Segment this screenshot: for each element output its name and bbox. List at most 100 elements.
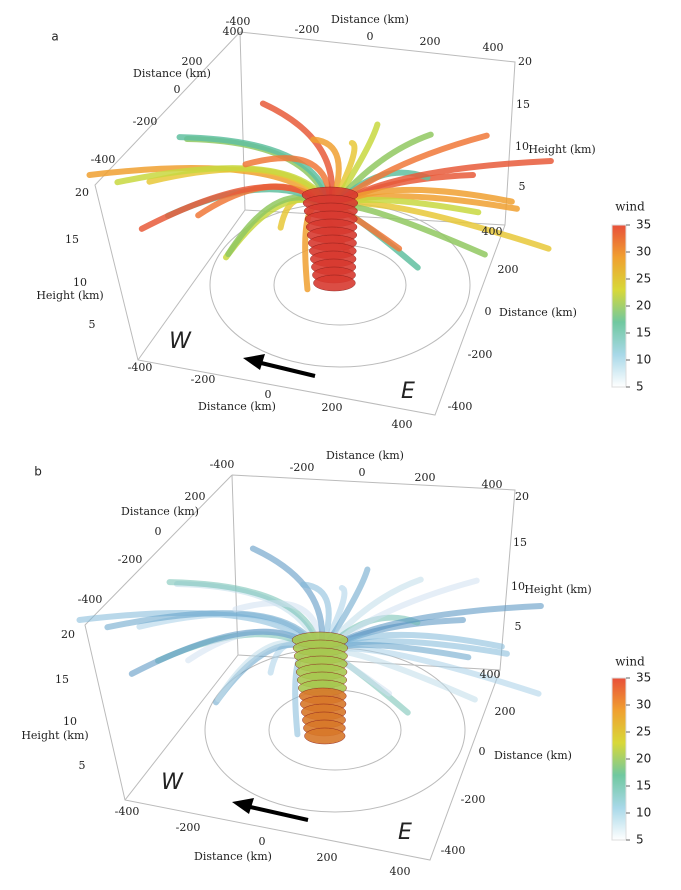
tick-label: 400 — [482, 225, 503, 238]
colorbar-tick-label: 10 — [636, 353, 651, 367]
axis-title: Height (km) — [21, 729, 88, 742]
colorbar-tick-label: 25 — [636, 725, 651, 739]
tick-label: 200 — [420, 35, 441, 48]
motion-arrow-head — [243, 354, 265, 370]
tick-label: 400 — [483, 41, 504, 54]
colorbar-tick-label: 15 — [636, 779, 651, 793]
tick-label: 0 — [359, 466, 366, 479]
colorbar-tick-label: 15 — [636, 326, 651, 340]
tick-label: 400 — [390, 865, 411, 878]
tick-label: -400 — [210, 458, 235, 471]
colorbar-title: wind — [615, 200, 645, 214]
vortex-core — [313, 274, 356, 292]
tick-label: -400 — [448, 400, 473, 413]
tick-label: 10 — [515, 140, 529, 153]
colorbar-tick-label: 20 — [636, 299, 651, 313]
tick-label: 20 — [75, 186, 89, 199]
axis-title: Height (km) — [524, 583, 591, 596]
motion-arrow — [245, 804, 309, 822]
axis-title: Distance (km) — [121, 505, 199, 518]
compass-east: E — [398, 820, 412, 845]
tick-label: 0 — [367, 30, 374, 43]
colorbar-tick-label: 35 — [636, 218, 651, 232]
motion-arrow — [256, 360, 316, 378]
tick-label: -200 — [290, 461, 315, 474]
panel-label: b — [34, 465, 42, 479]
colorbar-tick-label: 30 — [636, 245, 651, 259]
tick-label: 5 — [515, 620, 522, 633]
tick-label: -400 — [91, 153, 116, 166]
tick-label: -400 — [78, 593, 103, 606]
axis-title: Distance (km) — [326, 449, 404, 462]
panel-label: a — [51, 30, 58, 44]
tick-label: -200 — [133, 115, 158, 128]
colorbar-tick-label: 10 — [636, 806, 651, 820]
tick-label: 10 — [73, 276, 87, 289]
tick-label: 15 — [513, 536, 527, 549]
tick-label: -200 — [118, 553, 143, 566]
tick-label: -200 — [461, 793, 486, 806]
tick-label: -200 — [468, 348, 493, 361]
tick-label: 20 — [518, 55, 532, 68]
tick-label: 10 — [63, 715, 77, 728]
tick-label: 15 — [55, 673, 69, 686]
colorbar-tick-label: 5 — [636, 833, 644, 847]
tick-label: 400 — [223, 25, 244, 38]
tick-label: 15 — [516, 98, 530, 111]
colorbar-tick-label: 35 — [636, 671, 651, 685]
tick-label: 200 — [185, 490, 206, 503]
tick-label: 20 — [61, 628, 75, 641]
motion-arrow-head — [232, 798, 254, 814]
colorbar-tick-label: 20 — [636, 752, 651, 766]
tick-label: -200 — [176, 821, 201, 834]
tick-label: -400 — [226, 15, 251, 28]
tick-label: 5 — [89, 318, 96, 331]
axis-title: Height (km) — [36, 289, 103, 302]
tick-label: 0 — [174, 83, 181, 96]
axis-title: Distance (km) — [198, 400, 276, 413]
tick-label: 0 — [479, 745, 486, 758]
axis-title: Distance (km) — [194, 850, 272, 863]
tick-label: -400 — [441, 844, 466, 857]
colorbar — [611, 224, 627, 388]
tick-label: 0 — [485, 305, 492, 318]
tick-label: 20 — [515, 490, 529, 503]
tick-label: 200 — [415, 471, 436, 484]
compass-east: E — [401, 379, 415, 404]
axis-box — [94, 31, 516, 416]
tick-label: 200 — [498, 263, 519, 276]
colorbar-title: wind — [615, 655, 645, 669]
tick-label: 200 — [495, 705, 516, 718]
axis-title: Distance (km) — [499, 306, 577, 319]
compass-west: W — [161, 770, 184, 795]
tick-label: 200 — [322, 401, 343, 414]
colorbar-tick-label: 25 — [636, 272, 651, 286]
tick-label: -200 — [191, 373, 216, 386]
tick-label: 15 — [65, 233, 79, 246]
tick-label: 0 — [259, 835, 266, 848]
axis-box — [124, 654, 239, 801]
tick-label: 400 — [482, 478, 503, 491]
tick-label: 5 — [79, 759, 86, 772]
tick-label: 10 — [511, 580, 525, 593]
colorbar-tick-label: 30 — [636, 698, 651, 712]
axis-title: Height (km) — [528, 143, 595, 156]
axis-title: Distance (km) — [331, 13, 409, 26]
axis-box — [84, 474, 516, 861]
axis-box — [137, 209, 246, 361]
tick-label: 200 — [182, 55, 203, 68]
axis-title: Distance (km) — [494, 749, 572, 762]
colorbar-tick-label: 5 — [636, 380, 644, 394]
tick-label: 200 — [317, 851, 338, 864]
axis-title: Distance (km) — [133, 67, 211, 80]
tick-label: 5 — [519, 180, 526, 193]
colorbar — [611, 677, 627, 841]
tick-label: -200 — [295, 23, 320, 36]
tick-label: 400 — [480, 668, 501, 681]
tick-label: 0 — [265, 388, 272, 401]
tick-label: 0 — [155, 525, 162, 538]
tick-label: -400 — [115, 805, 140, 818]
